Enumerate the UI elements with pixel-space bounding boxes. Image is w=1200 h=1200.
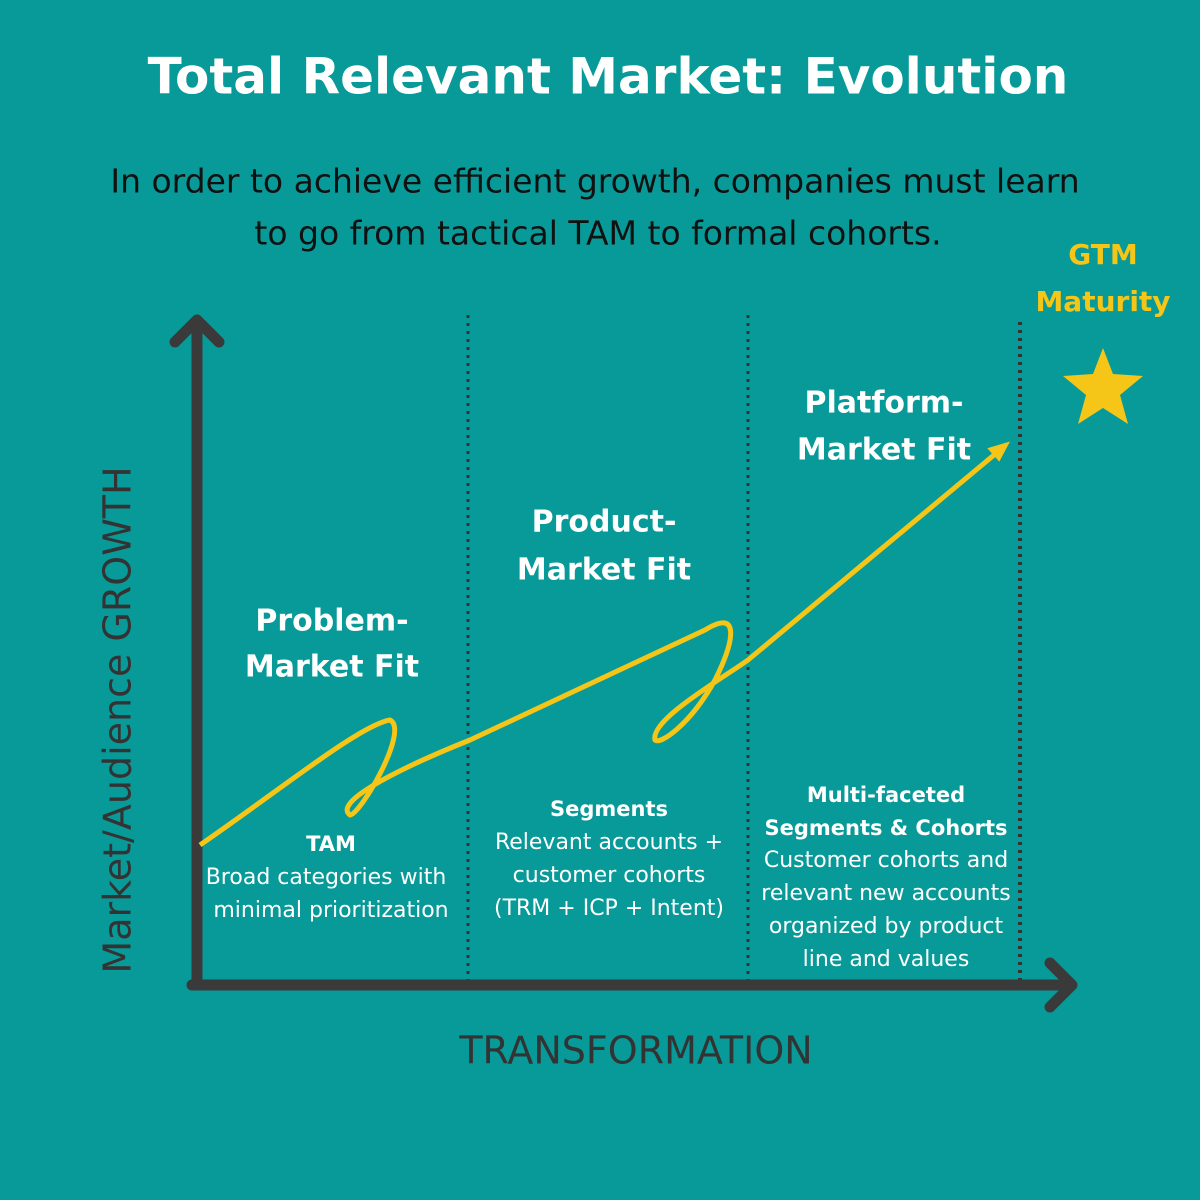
subtitle-line: to go from tactical TAM to formal cohort… bbox=[254, 214, 941, 253]
stage-fit: Platform- bbox=[804, 386, 963, 421]
x-axis bbox=[186, 957, 1078, 1013]
stage-description: organized by product bbox=[769, 914, 1004, 939]
stage-fit: Market Fit bbox=[245, 650, 419, 685]
y-axis-label: Market/Audience GROWTH bbox=[96, 466, 140, 973]
stage-fit: Problem- bbox=[255, 604, 408, 639]
maturity-label: Maturity bbox=[1035, 285, 1170, 318]
axes bbox=[169, 314, 1078, 1013]
x-axis-label: TRANSFORMATION bbox=[458, 1029, 812, 1073]
stage-description: Relevant accounts + bbox=[495, 830, 723, 855]
stage-heading: Segments bbox=[550, 797, 668, 821]
stage-description: Customer cohorts and bbox=[764, 848, 1008, 873]
separators bbox=[466, 315, 1022, 980]
stage-heading: TAM bbox=[306, 832, 356, 856]
y-axis bbox=[169, 314, 225, 991]
stage-description: Broad categories with bbox=[206, 865, 447, 890]
stage-description: line and values bbox=[803, 947, 970, 972]
stage-description: customer cohorts bbox=[513, 863, 706, 888]
title: Total Relevant Market: Evolution bbox=[148, 48, 1069, 106]
stage-description: minimal prioritization bbox=[213, 898, 448, 923]
maturity-star bbox=[1063, 348, 1143, 424]
stage-heading: Multi-faceted bbox=[807, 783, 965, 807]
stage-fit: Market Fit bbox=[797, 433, 971, 468]
growth-curve bbox=[198, 448, 1002, 848]
stage-fit: Product- bbox=[532, 505, 677, 540]
stage-heading: Segments & Cohorts bbox=[764, 816, 1007, 840]
subtitle-line: In order to achieve efficient growth, co… bbox=[110, 162, 1079, 201]
stage-description: (TRM + ICP + Intent) bbox=[494, 896, 724, 921]
stage-description: relevant new accounts bbox=[761, 881, 1010, 906]
stage-fit: Market Fit bbox=[517, 553, 691, 588]
curve-arrowhead bbox=[987, 441, 1011, 462]
maturity-label: GTM bbox=[1068, 238, 1137, 271]
